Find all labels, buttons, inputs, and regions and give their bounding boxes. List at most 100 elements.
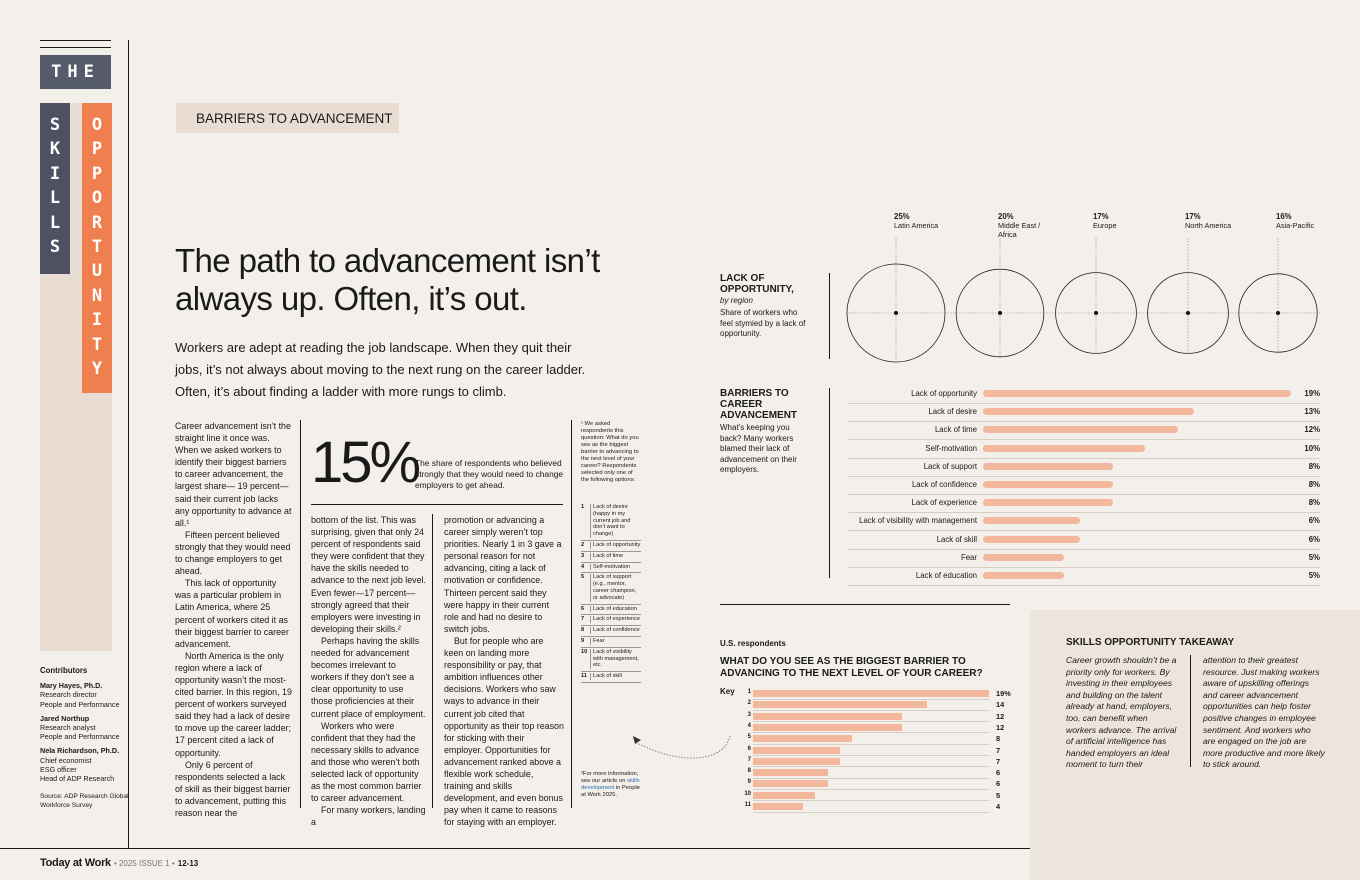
region-center-dot — [894, 311, 898, 315]
barrier-value: 10% — [1304, 443, 1320, 453]
stat-value: 15% — [311, 430, 421, 495]
region-label: 17% Europe — [1093, 212, 1163, 230]
us-row-number: 4 — [747, 722, 751, 729]
region-center-dot — [1276, 311, 1280, 315]
contributor-name: Nela Richardson, Ph.D. — [40, 746, 120, 756]
us-row-value: 12 — [996, 711, 1005, 721]
us-bar — [753, 791, 816, 799]
region-center-dot — [1094, 311, 1098, 315]
option-number: 9 — [581, 637, 585, 644]
contributor-role: People and Performance — [40, 699, 120, 709]
opportunity-letter: N — [91, 285, 103, 306]
column-rule-2 — [432, 514, 433, 808]
region-circle — [1238, 273, 1318, 353]
barrier-value: 8% — [1308, 498, 1320, 508]
region-label: 20% Middle East / Africa — [998, 212, 1058, 239]
us-row-line — [753, 721, 989, 723]
contributor-role: Head of ADP Research — [40, 774, 115, 784]
region-name: Asia-Pacific — [1276, 221, 1315, 230]
opportunity-letter: I — [91, 310, 103, 331]
us-bar — [753, 690, 989, 697]
skills-letter: S — [49, 237, 61, 258]
region-label: 16% Asia-Pacific — [1276, 212, 1346, 230]
rail-spacer — [70, 103, 82, 651]
us-bar — [753, 803, 803, 810]
contributor-role: ESG officer — [40, 764, 77, 774]
option-text: Lack of opportunity — [590, 541, 641, 549]
lack-opp-by: by region — [720, 296, 753, 305]
region-pct: 17% — [1093, 212, 1109, 221]
skills-letter: L — [49, 188, 61, 209]
barrier-row: Self-motivation 10% — [848, 441, 1320, 459]
option-item: 10 Lack of visibility with management, et… — [581, 648, 641, 673]
us-row-number: 8 — [747, 768, 751, 775]
barrier-row: Lack of time 12% — [848, 422, 1320, 441]
option-number: 8 — [581, 627, 585, 634]
barrier-label: Lack of visibility with management — [859, 516, 977, 526]
barrier-row: Fear 5% — [848, 550, 1320, 568]
us-row-number: 1 — [747, 689, 751, 695]
option-text: Lack of visibility with management, etc. — [590, 648, 641, 670]
us-bar — [753, 723, 903, 731]
lack-opp-desc: Share of workers who feel stymied by a l… — [720, 308, 806, 338]
skills-letter: I — [49, 163, 61, 184]
option-number: 6 — [581, 605, 585, 612]
us-row-line — [753, 698, 989, 700]
option-number: 4 — [581, 563, 585, 570]
region-pct: 20% — [998, 212, 1014, 221]
barrier-value: 8% — [1308, 480, 1320, 489]
us-top-rule — [720, 604, 1010, 605]
barrier-value: 12% — [1304, 425, 1320, 435]
option-text: Lack of education — [590, 605, 641, 613]
option-text: Lack of confidence — [590, 627, 641, 634]
us-bar — [753, 746, 840, 754]
barrier-value: 8% — [1308, 461, 1320, 471]
barrier-bar — [983, 462, 1113, 470]
the-label: THE — [40, 55, 111, 89]
skills-letter: S — [49, 115, 61, 135]
option-text: Lack of time — [590, 552, 641, 560]
region-pct: 16% — [1276, 212, 1292, 221]
barrier-label: Lack of experience — [911, 498, 977, 508]
barrier-row: Lack of education 5% — [848, 568, 1320, 586]
region-name: Middle East / Africa — [998, 221, 1041, 239]
opportunity-letter: O — [91, 115, 103, 135]
barrier-label: Lack of skill — [936, 534, 977, 544]
us-row-value: 5 — [996, 790, 1001, 800]
paragraph: North America is the only region where a… — [175, 650, 292, 758]
contributors: Contributors Mary Hayes, Ph.D. Research d… — [40, 666, 132, 810]
us-chart-title: WHAT DO YOU SEE AS THE BIGGEST BARRIER T… — [720, 656, 983, 679]
opportunity-letter: T — [91, 237, 103, 258]
key-label: Key — [720, 687, 735, 696]
barrier-value: 6% — [1308, 516, 1320, 526]
barrier-label: Lack of education — [915, 571, 977, 580]
option-item: 1 Lack of desire (happy in my current job… — [581, 503, 641, 541]
footer-pages: 12-13 — [177, 859, 199, 868]
stat-rule — [311, 504, 563, 505]
skills-letter: L — [49, 212, 61, 233]
barrier-value: 19% — [1304, 389, 1320, 398]
option-item: 6 Lack of education — [581, 605, 641, 616]
contributor-role: People and Performance — [40, 732, 120, 742]
barrier-row: Lack of opportunity 19% — [848, 386, 1320, 404]
option-text: Lack of skill — [590, 673, 641, 680]
contributor-role: Research director — [40, 690, 97, 700]
rail-spacer-left — [40, 274, 70, 651]
paragraph: Workers who were confident that they had… — [311, 720, 422, 804]
barrier-row: Lack of visibility with management 6% — [848, 513, 1320, 532]
skills-development-link[interactable]: skills development — [581, 778, 640, 791]
option-item: 2 Lack of opportunity — [581, 541, 641, 552]
region-center-dot — [998, 311, 1002, 315]
barrier-bar — [983, 572, 1065, 579]
paragraph: bottom of the list. This was surprising,… — [311, 515, 426, 634]
barriers-title: BARRIERS TO CAREER ADVANCEMENT — [720, 388, 798, 421]
contributor-role: Research analyst — [40, 723, 96, 733]
takeaway-col-2: attention to their greatest resource. Ju… — [1203, 655, 1325, 770]
takeaway-col-1: Career growth shouldn’t be a priority on… — [1066, 655, 1177, 770]
option-item: 4 Self-motivation — [581, 563, 641, 574]
barrier-bar — [983, 499, 1113, 507]
contributor-role: Chief economist — [40, 755, 92, 765]
footer-issue: • 2025 ISSUE 1 • — [113, 859, 175, 868]
lack-opp-title: LACK OF OPPORTUNITY, — [720, 273, 794, 295]
us-row-number: 5 — [747, 734, 751, 741]
